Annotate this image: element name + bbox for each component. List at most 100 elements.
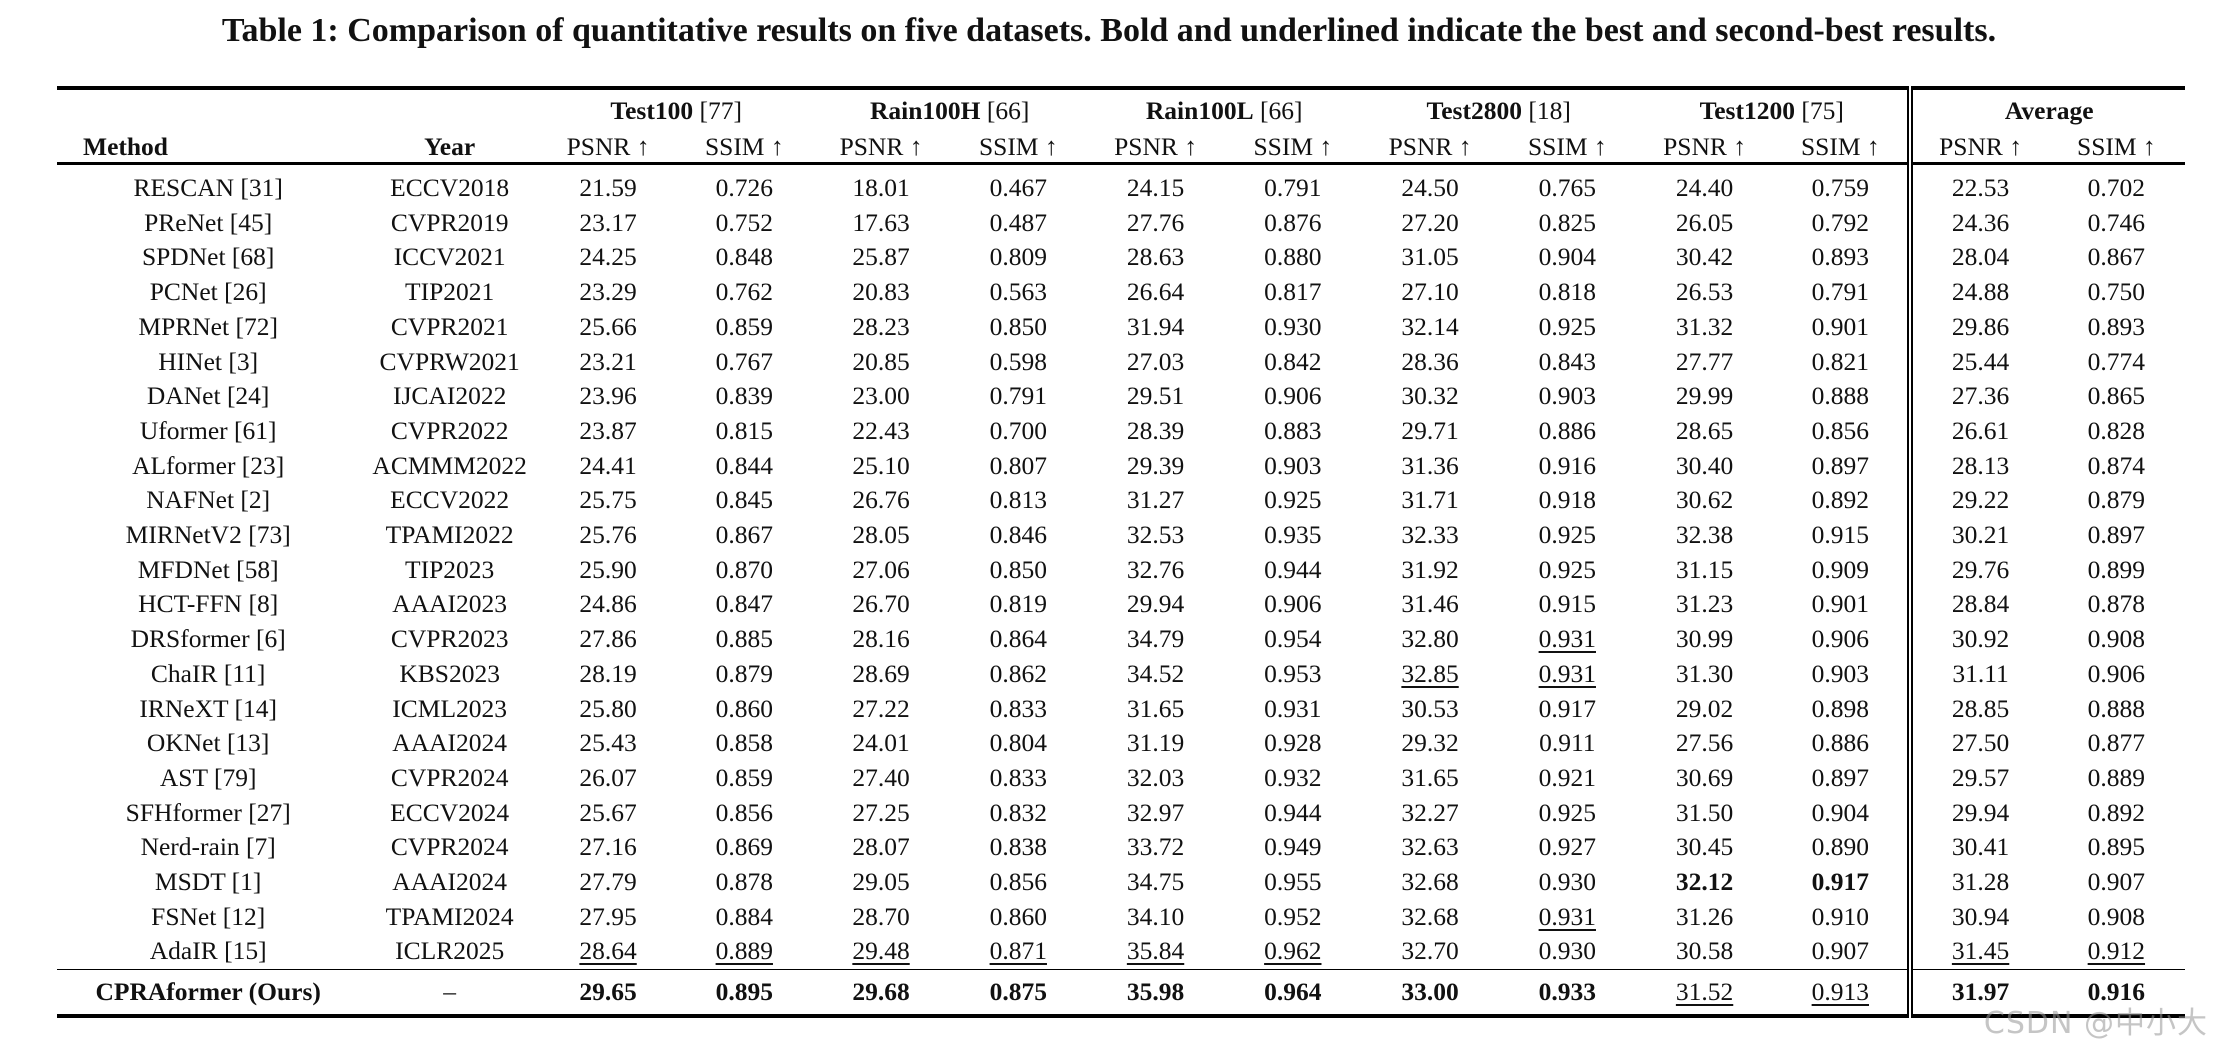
value-text: 0.878: [715, 867, 773, 897]
value-text: 0.925: [1538, 797, 1596, 827]
ssim-cell: 0.859: [676, 761, 812, 796]
psnr-cell: 31.50: [1636, 796, 1773, 831]
psnr-cell: 27.79: [540, 865, 676, 900]
year-cell: CVPRW2021: [379, 346, 520, 376]
value-text: 30.42: [1675, 242, 1734, 272]
psnr-cell: 28.85: [1907, 691, 2048, 727]
value-text: 31.92: [1401, 554, 1459, 584]
value-text: 28.84: [1951, 589, 2010, 619]
metric-header-ssim: SSIM ↑: [2077, 132, 2156, 161]
ssim-cell: 0.903: [1224, 449, 1361, 484]
value-text: 29.51: [1126, 381, 1185, 411]
value-text: 32.38: [1675, 520, 1734, 550]
psnr-cell: 27.50: [1907, 726, 2048, 761]
year-cell: ACMMM2022: [372, 450, 527, 480]
metric-header-ssim: SSIM ↑: [1527, 132, 1607, 161]
psnr-cell: 22.53: [1907, 163, 2048, 206]
psnr-cell: 23.29: [540, 275, 676, 310]
group-header-test1200: Test1200 [75]: [1699, 96, 1844, 125]
ssim-cell: 0.892: [2048, 796, 2185, 831]
ssim-cell: 0.869: [676, 830, 812, 865]
ssim-cell: 0.895: [676, 970, 812, 1017]
year-cell: AAAI2024: [392, 728, 508, 758]
value-text: 24.86: [579, 589, 637, 619]
psnr-cell: 28.84: [1907, 587, 2048, 623]
psnr-cell: 24.15: [1087, 164, 1224, 206]
value-text: 32.63: [1401, 832, 1459, 862]
value-text: 0.907: [1811, 936, 1869, 966]
year-cell: TPAMI2024: [385, 901, 514, 931]
psnr-cell: 27.16: [540, 830, 676, 865]
value-text: 31.94: [1126, 311, 1185, 341]
value-text: 27.10: [1401, 277, 1459, 307]
ssim-cell: 0.915: [1499, 587, 1636, 622]
value-text: 0.767: [715, 346, 773, 376]
value-text: 25.80: [579, 693, 637, 723]
value-text: 28.04: [1951, 242, 2010, 272]
value-text: 17.63: [852, 207, 910, 237]
psnr-cell: 34.75: [1087, 865, 1224, 900]
psnr-cell: 35.84: [1087, 934, 1224, 969]
year-cell: CVPR2021: [390, 311, 509, 341]
psnr-cell: 24.41: [540, 449, 676, 484]
psnr-cell: 21.59: [540, 164, 676, 206]
psnr-cell: 27.36: [1907, 379, 2048, 414]
table-caption: Table 1: Comparison of quantitative resu…: [221, 12, 1997, 49]
ssim-cell: 0.925: [1499, 553, 1636, 588]
value-text: 0.890: [1811, 832, 1869, 862]
ssim-cell: 0.850: [950, 553, 1087, 588]
value-text: 29.99: [1675, 381, 1734, 411]
psnr-cell: 28.65: [1636, 414, 1773, 449]
ssim-cell: 0.871: [950, 934, 1087, 969]
table-row: HINet [3] CVPRW2021 23.21 0.767 20.85 0.598 27…: [57, 344, 2185, 380]
psnr-cell: 30.62: [1636, 483, 1773, 518]
psnr-cell: 31.94: [1087, 310, 1224, 345]
ssim-cell: 0.888: [1773, 379, 1910, 414]
psnr-cell: 24.01: [812, 726, 949, 761]
psnr-cell: 30.58: [1636, 934, 1773, 969]
ssim-cell: 0.838: [950, 830, 1087, 865]
ssim-cell: 0.927: [1499, 830, 1636, 865]
ssim-cell: 0.944: [1224, 796, 1361, 831]
table-row: MFDNet [58] TIP2023 25.90 0.870 27.06 0.850 32…: [57, 552, 2185, 588]
value-text: 0.901: [1811, 589, 1869, 619]
table-row: ChaIR [11] KBS2023 28.19 0.879 28.69 0.862 34.…: [57, 656, 2185, 692]
psnr-cell: 26.05: [1636, 206, 1773, 241]
method-cell: MPRNet [72]: [138, 311, 278, 341]
value-text: 0.839: [715, 381, 773, 411]
psnr-cell: 31.45: [1907, 934, 2048, 970]
value-text: 0.903: [1811, 658, 1869, 688]
metric-header-psnr: PSNR ↑: [1907, 126, 2048, 164]
value-text: 35.98: [1126, 977, 1185, 1007]
value-text: 0.962: [1264, 936, 1322, 966]
psnr-cell: 32.68: [1361, 900, 1498, 935]
ssim-cell: 0.893: [1773, 240, 1910, 275]
ssim-cell: 0.867: [676, 518, 812, 553]
value-text: 30.92: [1951, 624, 2010, 654]
ssim-cell: 0.856: [676, 796, 812, 831]
value-text: 0.904: [1538, 242, 1596, 272]
value-text: 0.931: [1538, 901, 1596, 931]
psnr-cell: 32.14: [1361, 310, 1498, 345]
value-text: 31.11: [1952, 658, 2009, 688]
value-text: 23.17: [579, 207, 637, 237]
ssim-cell: 0.895: [2048, 830, 2185, 865]
ssim-cell: 0.791: [1224, 164, 1361, 206]
ssim-cell: 0.846: [950, 518, 1087, 553]
ssim-cell: 0.759: [1773, 164, 1910, 206]
psnr-cell: 31.26: [1636, 900, 1773, 935]
method-cell: ChaIR [11]: [150, 658, 266, 688]
ssim-cell: 0.925: [1499, 518, 1636, 553]
value-text: 18.01: [852, 173, 910, 202]
value-text: 20.85: [852, 346, 910, 376]
ssim-cell: 0.906: [1773, 622, 1910, 657]
value-text: 0.932: [1264, 762, 1322, 792]
value-text: 0.908: [2087, 624, 2146, 654]
ssim-cell: 0.955: [1224, 865, 1361, 900]
psnr-cell: 25.67: [540, 796, 676, 831]
ssim-cell: 0.844: [676, 449, 812, 484]
ssim-cell: 0.916: [2048, 970, 2185, 1017]
value-text: 31.15: [1675, 554, 1734, 584]
ssim-cell: 0.815: [676, 414, 812, 449]
ssim-cell: 0.897: [1773, 761, 1910, 796]
